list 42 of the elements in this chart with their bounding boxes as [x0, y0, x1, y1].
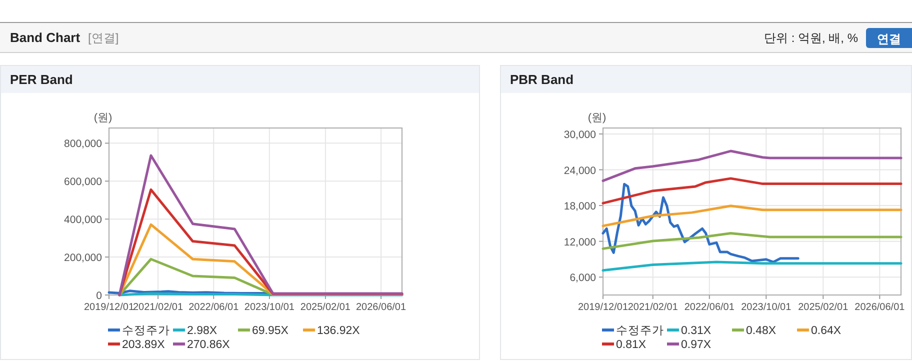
chart-title: PBR Band — [510, 72, 574, 87]
legend-label: 0.97X — [681, 339, 712, 351]
legend-label: 수정주가 — [616, 325, 664, 337]
x-tick-label: 2025/02/01 — [798, 302, 849, 313]
x-tick-label: 2026/06/01 — [356, 302, 406, 313]
legend-label: 203.89X — [122, 339, 166, 351]
legend-label: 0.31X — [681, 325, 712, 337]
chart-title: PER Band — [10, 72, 73, 87]
y-tick-label: 6,000 — [570, 272, 596, 284]
legend-label: 270.86X — [187, 339, 230, 351]
x-tick-label: 2023/10/01 — [741, 302, 792, 313]
legend-label: 0.64X — [811, 325, 842, 337]
legend-label: 0.48X — [746, 325, 776, 337]
x-tick-label: 2023/10/01 — [244, 302, 295, 313]
text: Band Chart — [10, 30, 81, 45]
legend-label: 수정주가 — [122, 325, 170, 337]
y-tick-label: 400,000 — [64, 214, 102, 226]
legend-label: 0.81X — [616, 339, 646, 351]
x-tick-label: 2021/02/01 — [133, 302, 184, 313]
y-axis-title: (원) — [94, 112, 112, 124]
y-tick-label: 18,000 — [564, 200, 596, 213]
y-tick-label: 12,000 — [564, 236, 596, 248]
x-tick-label: 2022/06/01 — [188, 302, 240, 313]
x-tick-label: 2021/02/01 — [628, 302, 678, 313]
text: 단위 : 억원, 배, % — [764, 31, 858, 45]
y-tick-label: 800,000 — [64, 138, 102, 150]
x-tick-label: 2019/12/01 — [84, 302, 134, 313]
y-tick-label: 30,000 — [564, 128, 596, 141]
y-axis-title: (원) — [588, 112, 606, 124]
x-tick-label: 2026/06/01 — [854, 302, 906, 313]
text: 연결 — [877, 32, 901, 46]
y-tick-label: 0 — [96, 290, 102, 302]
x-tick-label: 2025/02/01 — [300, 302, 351, 313]
legend-label: 2.98X — [187, 325, 218, 337]
x-tick-label: 2022/06/01 — [684, 302, 735, 313]
y-tick-label: 600,000 — [64, 176, 102, 188]
x-tick-label: 2019/12/01 — [578, 302, 628, 313]
legend-label: 69.95X — [252, 325, 289, 337]
y-tick-label: 200,000 — [64, 252, 102, 264]
y-tick-label: 24,000 — [564, 164, 596, 177]
text: [연결] — [88, 31, 119, 45]
legend-label: 136.92X — [317, 325, 360, 337]
